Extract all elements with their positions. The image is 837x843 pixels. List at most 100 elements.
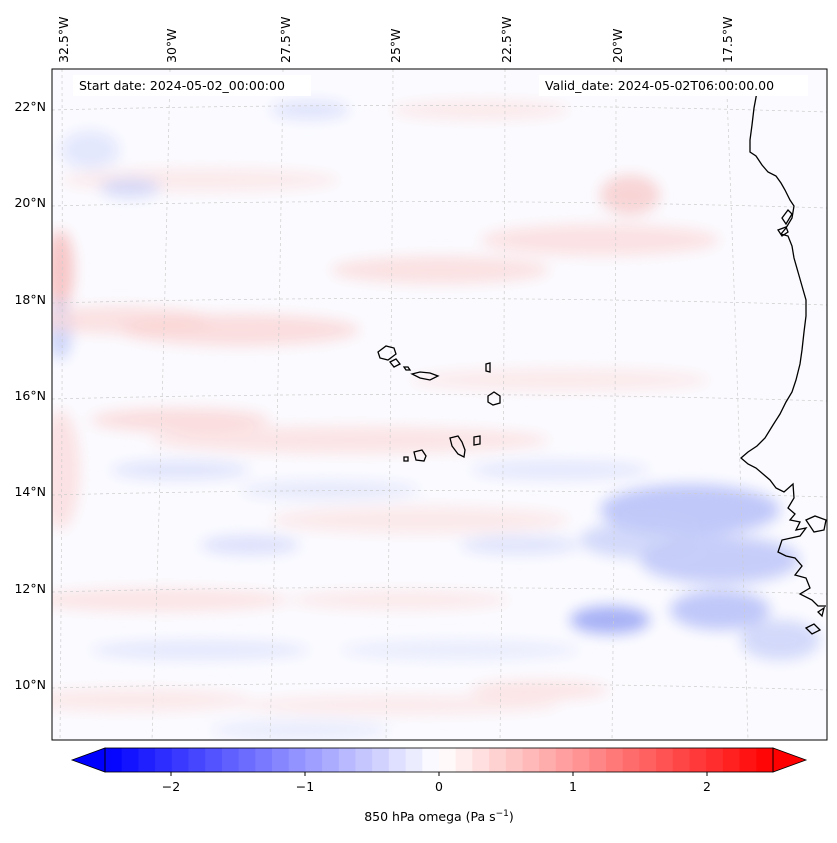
parallel-line (52, 490, 827, 498)
island-santiago (449, 435, 466, 458)
colorbar-segment (756, 748, 774, 772)
parallel-line (52, 683, 827, 691)
colorbar-label-exponent: −1 (496, 809, 509, 819)
lon-label: 20°W (610, 28, 625, 63)
colorbar-segment (405, 748, 423, 772)
omega-contour-region (470, 460, 650, 480)
omega-contour-region (52, 410, 80, 530)
colorbar-segment (689, 748, 707, 772)
colorbar-segment (372, 748, 390, 772)
colorbar-tick-label: 0 (435, 779, 443, 794)
omega-contour-region (150, 426, 550, 454)
omega-contour-region (200, 535, 300, 555)
lat-label: 22°N (14, 99, 46, 114)
valid-date-label: Valid_date: 2024-05-02T06:00:00.00 (545, 78, 774, 93)
colorbar-segment (205, 748, 223, 772)
coastline-fragment (777, 226, 789, 237)
coastline-fragment (781, 209, 793, 226)
parallel-line (52, 587, 827, 595)
colorbar-segment (706, 748, 724, 772)
island-brava (403, 456, 409, 462)
island-santa-luzia (402, 366, 412, 371)
colorbar-segment (739, 748, 757, 772)
island-maio (473, 435, 481, 446)
lon-label: 30°W (164, 28, 179, 63)
meridian-line (269, 69, 284, 740)
colorbar-segment (489, 748, 507, 772)
colorbar-segment (572, 748, 590, 772)
colorbar-segment (221, 748, 240, 772)
coastline-fragment (816, 606, 826, 618)
colorbar-segment (105, 748, 123, 772)
colorbar-segment (422, 748, 440, 772)
omega-contour-region (270, 506, 570, 534)
coastline-fragment (804, 623, 822, 635)
colorbar-tick-label: −1 (296, 779, 314, 794)
omega-contour-region (52, 688, 250, 712)
omega-contour-region (240, 480, 420, 500)
lat-label: 10°N (14, 677, 46, 692)
colorbar-segment (155, 748, 173, 772)
longitude-labels: 32.5°W 30°W 27.5°W 25°W 22.5°W 20°W 17.5… (56, 17, 735, 63)
colorbar-segment (555, 748, 574, 772)
colorbar-segment (606, 748, 624, 772)
colorbar-segment (722, 748, 741, 772)
colorbar-segments (105, 748, 774, 772)
island-sao-nicolau (410, 371, 440, 381)
omega-contour-region (470, 680, 610, 700)
omega-contour-region (60, 130, 120, 170)
parallel-line (52, 201, 827, 209)
island-santo-antao (377, 345, 397, 361)
map-frame (51, 68, 828, 741)
omega-contour-region (460, 535, 580, 555)
omega-contour-region (100, 178, 160, 198)
meridian-line (725, 69, 749, 740)
gridlines (52, 69, 827, 740)
colorbar-segment (672, 748, 691, 772)
island-fogo (413, 449, 427, 462)
omega-contour-region (740, 620, 820, 660)
lon-label: 32.5°W (56, 17, 71, 63)
colorbar-tick-label: −2 (162, 779, 180, 794)
colorbar-segment (272, 748, 290, 772)
colorbar-segment (305, 748, 323, 772)
colorbar-segment (322, 748, 340, 772)
colorbar-segment (171, 748, 190, 772)
parallel-line (52, 105, 827, 113)
colorbar-segment (522, 748, 540, 772)
colorbar-segment (238, 748, 256, 772)
colorbar-segment (188, 748, 206, 772)
meridian-line (499, 69, 506, 740)
omega-contour-region (410, 368, 710, 392)
colorbar-segment (338, 748, 357, 772)
lat-label: 18°N (14, 292, 46, 307)
omega-contour-region (670, 590, 770, 630)
africa-coastline (740, 91, 826, 607)
omega-contour-region (210, 720, 390, 740)
omega-contour-region (330, 256, 550, 284)
coastline-fragment (805, 515, 827, 533)
lon-label: 25°W (388, 28, 403, 63)
colorbar-label-prefix: 850 hPa omega (Pa s (364, 809, 495, 824)
meridian-line (385, 69, 394, 740)
omega-contour-region (270, 100, 350, 120)
parallel-line (52, 394, 827, 402)
island-sao-vicente (388, 358, 402, 368)
omega-contour-region (570, 606, 650, 634)
omega-contour-region (110, 460, 250, 480)
start-date-background (73, 75, 311, 96)
colorbar-segment (121, 748, 139, 772)
omega-contour-region (90, 408, 270, 432)
omega-contour-region (290, 590, 510, 610)
lat-label: 16°N (14, 388, 46, 403)
omega-contour-region (600, 175, 660, 215)
colorbar-min-extend (70, 747, 106, 773)
colorbar-segment (355, 748, 373, 772)
colorbar-segment (589, 748, 607, 772)
colorbar-tick-label: 1 (569, 779, 577, 794)
lat-label: 14°N (14, 484, 46, 499)
colorbar-segment (639, 748, 657, 772)
valid-date-background (539, 75, 808, 96)
colorbar-segment (439, 748, 457, 772)
